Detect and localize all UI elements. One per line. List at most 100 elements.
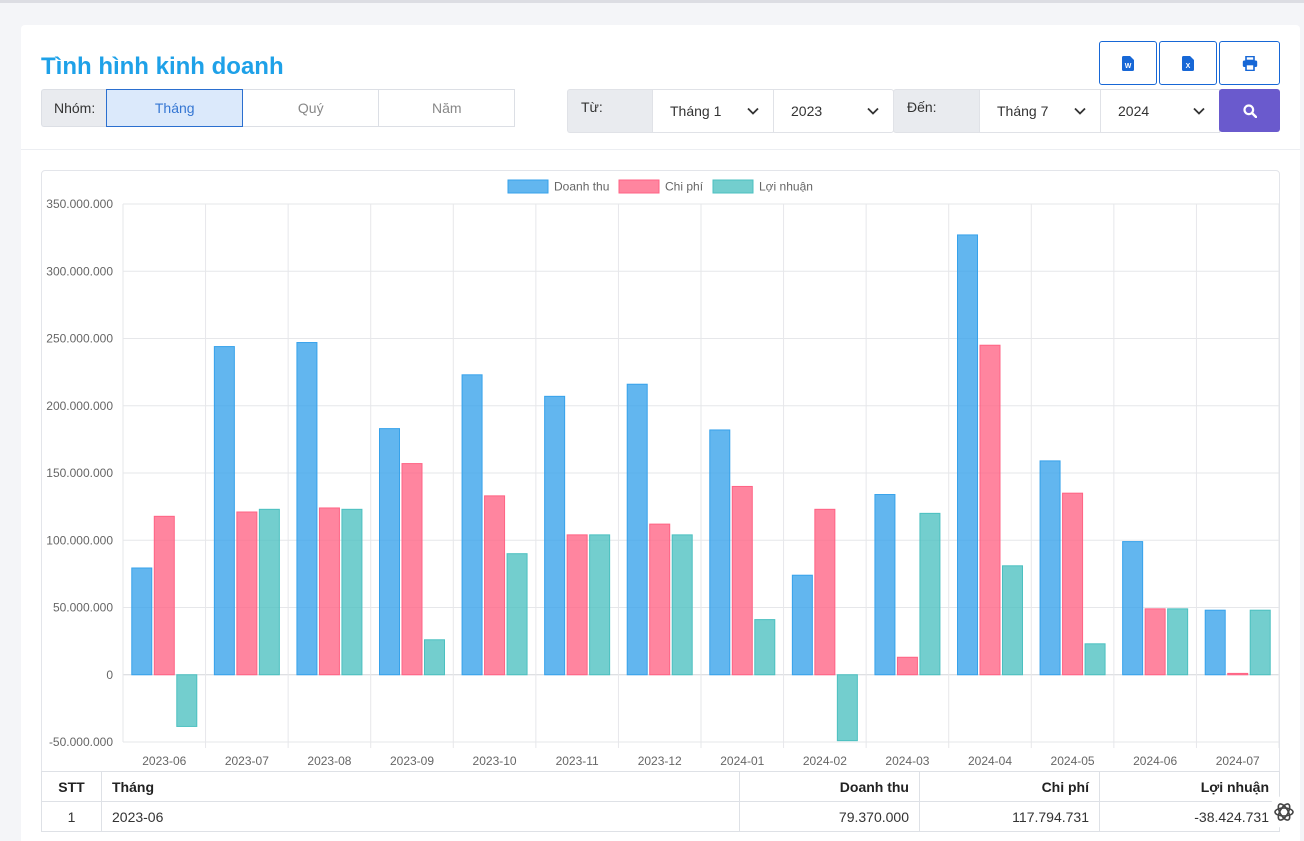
col-header-cost: Chi phí: [919, 771, 1100, 802]
from-year-select[interactable]: 2023: [773, 89, 894, 133]
bar-cost: [979, 344, 1001, 676]
x-tick-label: 2023-10: [473, 754, 517, 768]
search-button[interactable]: [1219, 89, 1280, 132]
openai-logo-icon[interactable]: [1268, 796, 1300, 828]
top-border: [0, 0, 1304, 3]
cell-month: 2023-06: [101, 801, 740, 832]
to-year-value: 2024: [1118, 103, 1150, 119]
bar-revenue: [296, 342, 318, 676]
bar-revenue: [544, 395, 566, 676]
legend-label: Chi phí: [665, 180, 704, 194]
bar-profit: [1002, 565, 1023, 676]
x-tick-label: 2023-07: [225, 754, 269, 768]
bar-revenue: [874, 494, 896, 676]
x-tick-label: 2024-06: [1133, 754, 1177, 768]
cell-revenue: 79.370.000: [739, 801, 920, 832]
group-option-month[interactable]: Tháng: [106, 89, 244, 127]
bar-revenue: [1122, 541, 1144, 676]
x-tick-label: 2023-11: [556, 754, 599, 768]
bar-revenue: [709, 429, 731, 676]
group-option-quarter[interactable]: Quý: [242, 89, 380, 127]
bar-revenue: [791, 574, 813, 676]
y-tick-label: 350.000.000: [46, 197, 113, 211]
bar-cost: [484, 495, 506, 676]
legend-swatch: [712, 179, 754, 194]
export-excel-button[interactable]: X: [1159, 41, 1217, 85]
to-month-select[interactable]: Tháng 7: [979, 89, 1101, 133]
y-tick-label: 50.000.000: [53, 601, 113, 615]
bar-revenue: [213, 346, 235, 676]
y-tick-label: 300.000.000: [46, 264, 113, 278]
filters-divider: [21, 149, 1300, 150]
col-header-revenue: Doanh thu: [739, 771, 920, 802]
chevron-down-icon: [1074, 107, 1086, 115]
to-month-value: Tháng 7: [997, 103, 1049, 119]
page-title: Tình hình kinh doanh: [41, 53, 284, 80]
bar-revenue: [1039, 460, 1061, 676]
bar-cost: [814, 508, 836, 676]
bar-profit: [1249, 609, 1271, 676]
bar-cost: [1144, 608, 1166, 676]
chevron-down-icon: [747, 107, 759, 115]
from-month-select[interactable]: Tháng 1: [652, 89, 774, 133]
bar-revenue: [957, 234, 978, 676]
assistant-logo-icon: [1274, 803, 1294, 821]
bar-profit: [919, 512, 941, 676]
x-tick-label: 2024-02: [803, 754, 847, 768]
x-tick-label: 2023-06: [142, 754, 186, 768]
cell-stt: 1: [41, 801, 102, 832]
word-letter: W: [1125, 63, 1132, 70]
bar-chart: 350.000.000 300.000.000 250.000.000 200.000…: [46, 179, 1279, 768]
excel-letter: X: [1186, 63, 1191, 70]
cell-cost: 117.794.731: [919, 801, 1100, 832]
search-icon: [1242, 103, 1257, 118]
bar-profit: [341, 508, 363, 676]
from-month-value: Tháng 1: [670, 103, 722, 119]
bar-cost: [318, 507, 340, 676]
table-row: 1 2023-06 79.370.000 117.794.731 -38.424…: [41, 801, 1280, 832]
bar-revenue: [461, 374, 483, 676]
y-tick-label: -50.000.000: [49, 735, 113, 749]
x-tick-label: 2024-01: [720, 754, 764, 768]
bar-revenue: [1204, 609, 1226, 676]
group-filter: Nhóm: Tháng Quý Năm: [41, 89, 516, 127]
excel-file-icon: X: [1182, 55, 1194, 71]
bar-profit: [424, 639, 445, 676]
x-tick-label: 2023-12: [638, 754, 682, 768]
chevron-down-icon: [867, 107, 879, 115]
y-tick-label: 0: [106, 668, 113, 682]
to-year-select[interactable]: 2024: [1100, 89, 1220, 133]
bar-cost: [236, 511, 258, 676]
legend-swatch: [507, 179, 549, 194]
print-button[interactable]: [1219, 41, 1280, 85]
bar-revenue: [131, 567, 153, 676]
group-option-year[interactable]: Năm: [378, 89, 516, 127]
report-card: Tình hình kinh doanh W X Nhóm: Tháng Quý…: [21, 25, 1300, 841]
from-label: Từ:: [567, 89, 653, 133]
to-label: Đến:: [893, 89, 980, 133]
bar-profit: [754, 619, 776, 676]
to-range: Đến: Tháng 7 2024: [893, 89, 1220, 133]
x-tick-label: 2024-04: [968, 754, 1012, 768]
bar-cost: [153, 515, 175, 676]
business-table: STT Tháng Doanh thu Chi phí Lợi nhuận 1 …: [41, 771, 1280, 832]
bar-profit: [589, 534, 611, 676]
from-year-value: 2023: [791, 103, 823, 119]
export-word-button[interactable]: W: [1099, 41, 1157, 85]
chevron-down-icon: [1193, 107, 1205, 115]
bar-revenue: [626, 383, 648, 676]
bar-profit: [671, 534, 693, 676]
word-file-icon: W: [1122, 55, 1134, 71]
printer-icon: [1242, 55, 1257, 71]
col-header-stt: STT: [41, 771, 102, 802]
x-tick-label: 2023-09: [390, 754, 434, 768]
bar-profit: [836, 674, 858, 742]
legend-label: Doanh thu: [554, 180, 609, 194]
business-chart: 350.000.000 300.000.000 250.000.000 200.000…: [41, 170, 1280, 774]
bar-cost: [896, 656, 918, 676]
bar-cost: [731, 485, 753, 676]
col-header-month: Tháng: [101, 771, 740, 802]
bar-cost: [401, 463, 423, 676]
table-header-row: STT Tháng Doanh thu Chi phí Lợi nhuận: [41, 771, 1280, 802]
y-tick-label: 250.000.000: [46, 332, 113, 346]
